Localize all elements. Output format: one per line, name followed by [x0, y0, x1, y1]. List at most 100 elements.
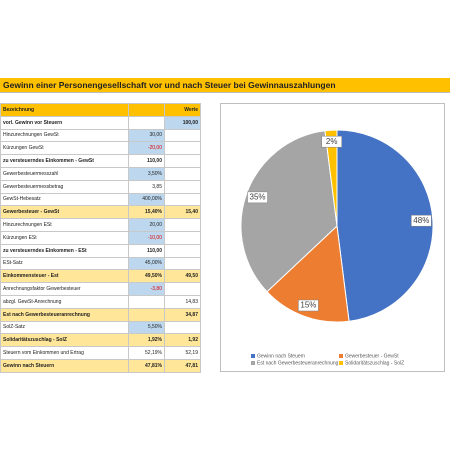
label-cell: Kürzungen GewSt	[0, 141, 129, 156]
werte-cell	[164, 218, 201, 232]
werte-cell	[164, 166, 201, 181]
werte-cell: 1,92	[164, 333, 201, 348]
data-label: 15%	[300, 301, 316, 310]
value-cell: -10,00	[128, 230, 165, 245]
pie-chart: 48% 15% 35% 2% Gewinn nach Steuern Gewerbeste…	[240, 129, 434, 366]
pie-slice	[266, 224, 350, 323]
label-cell: Einkommensteuer - Est	[0, 269, 129, 284]
data-label: 2%	[326, 137, 338, 146]
value-cell	[128, 115, 165, 130]
label-cell: Est nach Gewerbesteueranrechnung	[0, 307, 129, 322]
werte-cell	[164, 154, 201, 168]
label-cell: GewSt-Hebesatz	[0, 192, 129, 207]
werte-cell	[164, 192, 201, 207]
legend-label: Gewinn nach Steuern	[257, 353, 305, 359]
werte-cell: 47,81	[164, 358, 201, 373]
werte-cell	[164, 141, 201, 156]
value-cell: 20,00	[128, 218, 165, 232]
value-cell: 52,19%	[128, 346, 165, 360]
werte-cell: 100,00	[164, 115, 201, 130]
pie-slice	[336, 129, 434, 322]
table-row: vorl. Gewinn vor Steuern 100,00	[0, 115, 201, 130]
chart-box: 48% 15% 35% 2% Gewinn nach Steuern Gewerbeste…	[220, 103, 445, 372]
divider	[0, 92, 450, 93]
data-label: 48%	[413, 216, 429, 225]
calc-table: Bezeichnung Werte vorl. Gewinn vor Steuern…	[0, 103, 201, 373]
table-row: abzgl. GewSt-Anrechnung 14,83	[0, 294, 201, 309]
werte-cell	[164, 282, 201, 296]
pie-slice	[324, 129, 338, 227]
table-row: SolZ-Satz 5,50%	[0, 320, 201, 335]
value-cell: 110,00	[128, 154, 165, 168]
table-row: Hinzurechnungen ESt 20,00	[0, 218, 201, 232]
table-row: Solidaritätszuschlag - SolZ 1,92% 1,92	[0, 333, 201, 348]
value-cell: 5,50%	[128, 320, 165, 335]
label-cell: Steuern vom Einkommen und Ertrag	[0, 346, 129, 360]
table-row: Kürzungen ESt -10,00	[0, 230, 201, 245]
value-cell: -3,80	[128, 282, 165, 296]
header-row: Bezeichnung Werte	[0, 103, 201, 117]
value-cell: 1,92%	[128, 333, 165, 348]
label-box	[321, 135, 342, 148]
table-row: Gewerbesteuermessbetrag 3,85	[0, 179, 201, 194]
label-cell: Anrechnungsfaktor Gewerbesteuer	[0, 282, 129, 296]
label-cell: abzgl. GewSt-Anrechnung	[0, 294, 129, 309]
label-cell: SolZ-Satz	[0, 320, 129, 335]
pie-slice	[240, 130, 338, 293]
value-cell: 3,50%	[128, 166, 165, 181]
label-box	[247, 191, 268, 204]
werte-cell	[164, 320, 201, 335]
data-label: 35%	[250, 192, 266, 201]
label-cell: Hinzurechnungen GewSt	[0, 128, 129, 143]
label-cell: Gewerbesteuermessbetrag	[0, 179, 129, 194]
value-cell: -20,00	[128, 141, 165, 156]
table-row: zu versteuerndes Einkommen - ESt 110,00	[0, 243, 201, 258]
label-cell: ESt-Satz	[0, 256, 129, 271]
value-cell: 3,85	[128, 179, 165, 194]
werte-cell: 52,19	[164, 346, 201, 360]
table-row: Steuern vom Einkommen und Ertrag 52,19% 52…	[0, 346, 201, 360]
legend-swatch	[251, 354, 255, 358]
table-row: Kürzungen GewSt -20,00	[0, 141, 201, 156]
table-row: Gewerbesteuer - GewSt 15,40% 15,40	[0, 205, 201, 220]
legend-swatch	[339, 354, 343, 358]
label-cell: Gewerbesteuer - GewSt	[0, 205, 129, 220]
werte-cell: 34,87	[164, 307, 201, 322]
label-cell: Kürzungen ESt	[0, 230, 129, 245]
label-cell: zu versteuerndes Einkommen - GewSt	[0, 154, 129, 168]
value-cell	[128, 307, 165, 322]
header-cell: Bezeichnung	[0, 103, 129, 117]
legend-label: Est nach Gewerbesteueranrechnung	[257, 360, 339, 366]
label-cell: Hinzurechnungen ESt	[0, 218, 129, 232]
value-cell: 30,00	[128, 128, 165, 143]
legend-label: Gewerbesteuer - GewSt	[345, 353, 399, 359]
label-cell: Solidaritätszuschlag - SolZ	[0, 333, 129, 348]
value-cell: 45,00%	[128, 256, 165, 271]
header-cell	[128, 103, 165, 117]
werte-cell	[164, 128, 201, 143]
table-row: Gewinn nach Steuern 47,81% 47,81	[0, 358, 201, 373]
value-cell: 400,00%	[128, 192, 165, 207]
label-cell: vorl. Gewinn vor Steuern	[0, 115, 129, 130]
werte-cell: 15,40	[164, 205, 201, 220]
werte-cell	[164, 179, 201, 194]
label-cell: Gewerbesteuermesszahl	[0, 166, 129, 181]
table-row: Hinzurechnungen GewSt 30,00	[0, 128, 201, 143]
werte-cell: 14,83	[164, 294, 201, 309]
table-row: Est nach Gewerbesteueranrechnung 34,87	[0, 307, 201, 322]
werte-cell	[164, 243, 201, 258]
table-row: GewSt-Hebesatz 400,00%	[0, 192, 201, 207]
label-cell: Gewinn nach Steuern	[0, 358, 129, 373]
value-cell: 110,00	[128, 243, 165, 258]
value-cell: 49,50%	[128, 269, 165, 284]
werte-cell: 49,50	[164, 269, 201, 284]
table-row: zu versteuerndes Einkommen - GewSt 110,00	[0, 154, 201, 168]
legend-swatch	[251, 361, 255, 365]
value-cell: 15,40%	[128, 205, 165, 220]
label-box	[298, 299, 319, 312]
label-cell: zu versteuerndes Einkommen - ESt	[0, 243, 129, 258]
table-row: ESt-Satz 45,00%	[0, 256, 201, 271]
table-row: Anrechnungsfaktor Gewerbesteuer -3,80	[0, 282, 201, 296]
header-cell: Werte	[164, 103, 201, 117]
